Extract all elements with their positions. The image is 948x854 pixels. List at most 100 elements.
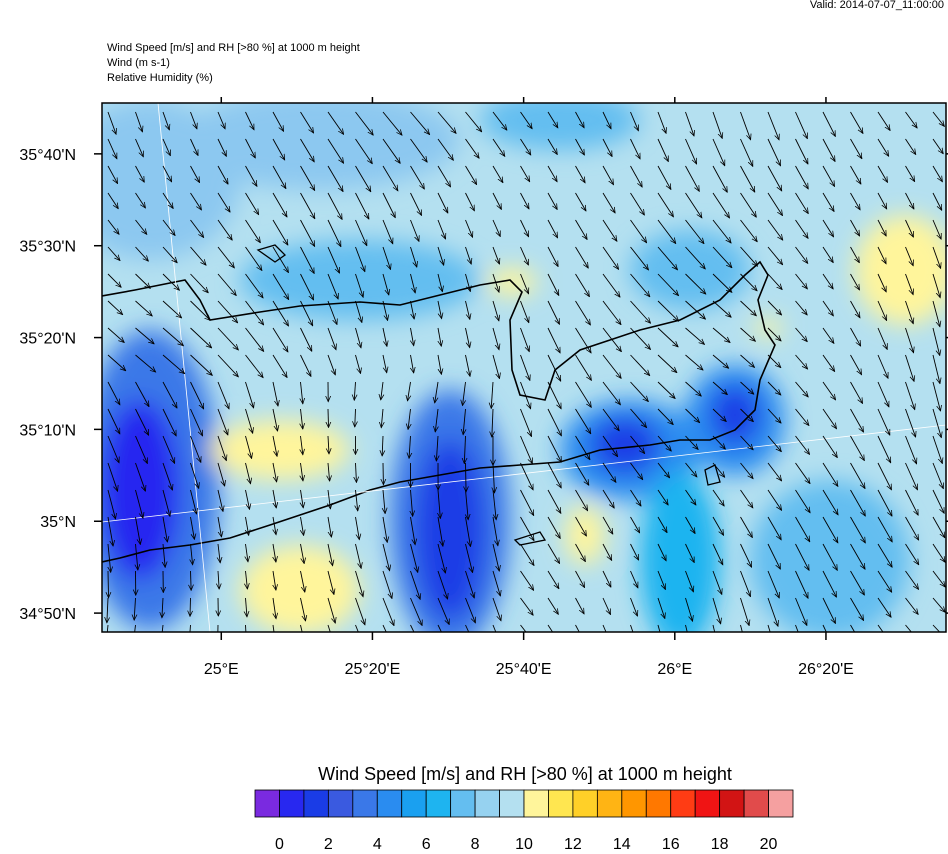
wind-arrow [822, 570, 836, 597]
wind-arrow [162, 489, 170, 516]
wind-arrow [190, 273, 209, 293]
wind-arrow [300, 597, 306, 621]
wind-arrow [575, 165, 586, 183]
wind-arrow [850, 192, 861, 210]
wind-arrow [107, 138, 118, 159]
wind-arrow [877, 381, 890, 407]
wind-arrow [217, 273, 236, 295]
wind-arrow [630, 597, 638, 616]
wind-arrow [520, 327, 530, 352]
wind-arrow [382, 219, 393, 244]
x-tick-label: 26°E [657, 661, 692, 678]
projection-line [157, 103, 211, 632]
wind-arrow [465, 273, 471, 291]
wind-arrow [520, 111, 533, 129]
wind-arrow [107, 246, 120, 261]
x-tick-label: 25°E [204, 661, 239, 678]
wind-arrow [932, 489, 945, 513]
wind-arrow [657, 165, 671, 189]
wind-arrow [685, 273, 706, 294]
wind-arrow [575, 273, 590, 297]
wind-arrow [767, 165, 782, 191]
wind-arrow [657, 138, 669, 162]
wind-arrow [300, 246, 315, 273]
wind-arrow [657, 327, 678, 347]
wind-arrow [575, 300, 591, 325]
wind-arrow [740, 489, 753, 508]
colorbar-box [499, 789, 525, 818]
wind-arrow [492, 489, 496, 520]
projection-line [102, 424, 946, 523]
wind-arrow [300, 354, 311, 376]
colorbar-box [548, 789, 574, 818]
wind-arrow [767, 219, 783, 240]
wind-arrow [685, 192, 702, 218]
wind-arrow [135, 165, 145, 182]
wind-arrow [932, 597, 945, 612]
wind-arrow [411, 354, 414, 373]
wind-arrow [712, 273, 732, 292]
wind-arrow [301, 489, 304, 508]
colorbar-label: 20 [760, 836, 778, 853]
wind-arrow [190, 192, 202, 210]
wind-arrow [246, 597, 247, 617]
wind-arrow [492, 165, 503, 183]
y-tick-label: 35°N [40, 514, 76, 531]
wind-arrow [520, 597, 534, 615]
wind-arrow [520, 354, 530, 380]
wind-arrow [877, 300, 888, 321]
wind-arrow [547, 273, 559, 295]
wind-arrow [795, 408, 809, 425]
wind-arrow [850, 327, 861, 346]
wind-arrow [300, 570, 305, 592]
wind-arrow [190, 219, 204, 237]
wind-arrow [657, 543, 666, 561]
wind-arrow [437, 597, 449, 625]
wind-arrow [795, 300, 808, 315]
wind-arrow [685, 435, 699, 449]
wind-arrow [767, 327, 781, 341]
wind-arrow [685, 111, 695, 136]
wind-arrow [575, 624, 580, 632]
wind-arrow [435, 408, 438, 432]
wind-arrow [767, 246, 783, 265]
wind-arrow [575, 138, 585, 155]
wind-arrow [217, 192, 230, 212]
wind-arrow [135, 246, 149, 261]
wind-arrow [245, 300, 264, 325]
wind-arrow [246, 570, 248, 589]
wind-arrow [438, 489, 440, 518]
wind-arrow [327, 111, 344, 134]
wind-arrow [795, 219, 809, 238]
wind-arrow [272, 435, 277, 456]
wind-arrow [822, 381, 836, 400]
wind-arrow [905, 462, 918, 490]
colorbar-label: 18 [711, 836, 729, 853]
wind-arrow [822, 327, 834, 343]
wind-arrow [492, 354, 500, 379]
wind-arrow [327, 273, 338, 299]
wind-arrow [107, 273, 121, 287]
wind-arrow [795, 543, 810, 570]
wind-arrow [327, 138, 344, 163]
wind-arrow [355, 408, 356, 427]
y-tick-label: 35°40'N [19, 147, 76, 164]
wind-arrow [246, 516, 249, 535]
wind-arrow [630, 300, 651, 323]
wind-arrow [272, 462, 277, 482]
wind-arrow [190, 516, 195, 539]
wind-arrow [409, 435, 410, 458]
wind-arrow [382, 111, 402, 135]
wind-arrow [327, 570, 334, 594]
wind-arrow [107, 300, 123, 315]
wind-arrow [905, 435, 917, 464]
wind-arrow [217, 165, 228, 184]
wind-arrow [547, 246, 558, 266]
wind-arrow [850, 489, 866, 516]
wind-arrow [162, 597, 163, 618]
wind-arrow [190, 111, 197, 129]
colorbar-box [768, 789, 794, 818]
wind-arrow [272, 327, 288, 352]
wind-arrow [190, 165, 200, 183]
colorbar-label: 16 [662, 836, 680, 853]
